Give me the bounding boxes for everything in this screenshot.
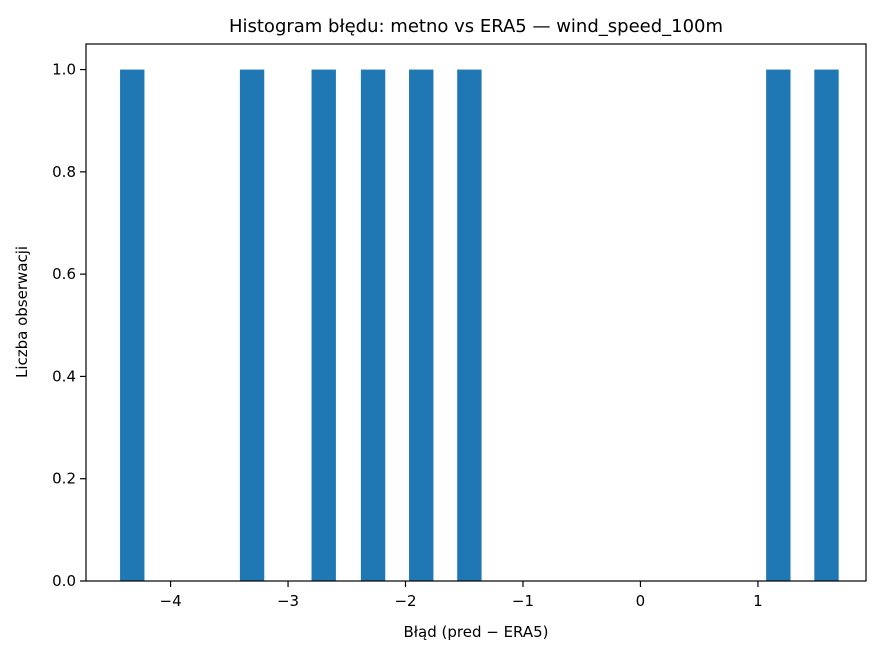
x-tick-label: −1: [512, 592, 534, 610]
y-axis-ticks: 0.0 0.2 0.4 0.6 0.8 1.0: [52, 61, 86, 590]
histogram-bar-2: [239, 69, 265, 582]
x-axis-label: Błąd (pred − ERA5): [403, 623, 548, 641]
histogram-bar-6: [457, 69, 482, 582]
chart-title: Histogram błędu: metno vs ERA5 — wind_sp…: [229, 16, 723, 37]
y-axis-label: Liczba obserwacji: [13, 246, 31, 378]
x-tick-label: −3: [277, 592, 299, 610]
x-tick-label: −4: [160, 592, 182, 610]
histogram-bar-3: [311, 69, 336, 582]
y-tick-label: 1.0: [52, 61, 76, 79]
histogram-bar-7: [766, 69, 791, 582]
y-tick-label: 0.4: [52, 367, 76, 385]
bars-group: [120, 69, 839, 582]
plot-frame: [85, 43, 867, 582]
histogram-bar-5: [409, 69, 434, 582]
x-tick-label: 1: [753, 592, 763, 610]
y-tick-label: 0.2: [52, 470, 76, 488]
histogram-bar-1: [120, 69, 145, 582]
histogram-bar-8: [814, 69, 839, 582]
y-tick-label: 0.6: [52, 265, 76, 283]
x-axis-ticks: −4 −3 −2 −1 0 1: [160, 581, 763, 610]
x-tick-label: 0: [636, 592, 646, 610]
histogram-bar-4: [360, 69, 386, 582]
x-tick-label: −2: [394, 592, 416, 610]
y-tick-label: 0.0: [52, 572, 76, 590]
y-tick-label: 0.8: [52, 163, 76, 181]
